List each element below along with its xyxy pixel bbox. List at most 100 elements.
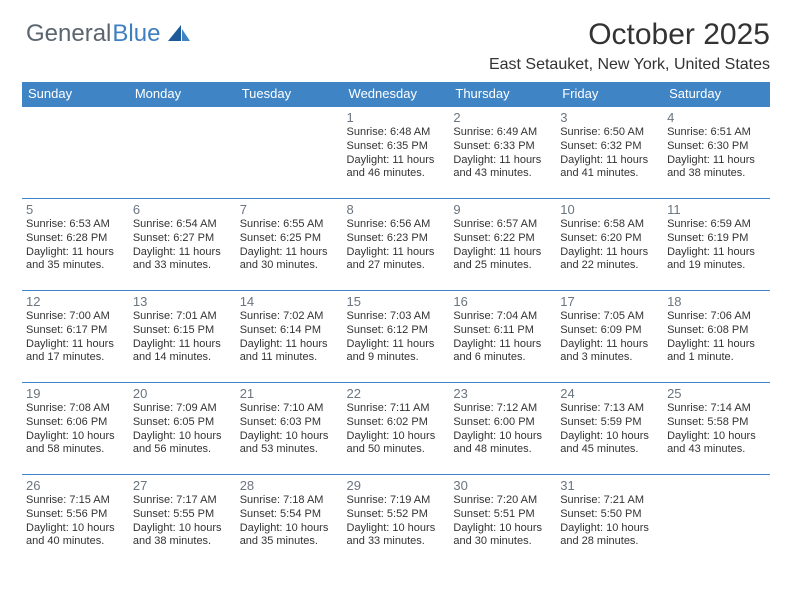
daylight-line: Daylight: 11 hours and 3 minutes. xyxy=(560,338,659,366)
sunrise-line: Sunrise: 6:54 AM xyxy=(133,218,232,232)
calendar-cell: 23Sunrise: 7:12 AMSunset: 6:00 PMDayligh… xyxy=(449,383,556,475)
calendar-cell: 22Sunrise: 7:11 AMSunset: 6:02 PMDayligh… xyxy=(343,383,450,475)
daylight-line: Daylight: 10 hours and 50 minutes. xyxy=(347,430,446,458)
day-number: 18 xyxy=(667,294,766,309)
sunrise-line: Sunrise: 7:03 AM xyxy=(347,310,446,324)
sunrise-line: Sunrise: 6:58 AM xyxy=(560,218,659,232)
day-number: 2 xyxy=(453,110,552,125)
daylight-line: Daylight: 10 hours and 43 minutes. xyxy=(667,430,766,458)
sunset-line: Sunset: 6:08 PM xyxy=(667,324,766,338)
sunset-line: Sunset: 5:59 PM xyxy=(560,416,659,430)
day-number: 4 xyxy=(667,110,766,125)
daylight-line: Daylight: 10 hours and 40 minutes. xyxy=(26,522,125,550)
calendar-cell: 31Sunrise: 7:21 AMSunset: 5:50 PMDayligh… xyxy=(556,475,663,567)
sunrise-line: Sunrise: 7:13 AM xyxy=(560,402,659,416)
calendar-cell: 12Sunrise: 7:00 AMSunset: 6:17 PMDayligh… xyxy=(22,291,129,383)
day-number: 19 xyxy=(26,386,125,401)
sunset-line: Sunset: 6:00 PM xyxy=(453,416,552,430)
daylight-line: Daylight: 10 hours and 35 minutes. xyxy=(240,522,339,550)
sunrise-line: Sunrise: 6:57 AM xyxy=(453,218,552,232)
daylight-line: Daylight: 10 hours and 45 minutes. xyxy=(560,430,659,458)
calendar-page: GeneralBlue October 2025 East Setauket, … xyxy=(0,0,792,612)
calendar-row: 1Sunrise: 6:48 AMSunset: 6:35 PMDaylight… xyxy=(22,107,770,199)
daylight-line: Daylight: 11 hours and 35 minutes. xyxy=(26,246,125,274)
calendar-cell xyxy=(663,475,770,567)
day-number: 27 xyxy=(133,478,232,493)
day-header: Friday xyxy=(556,82,663,107)
daylight-line: Daylight: 11 hours and 43 minutes. xyxy=(453,154,552,182)
day-number: 16 xyxy=(453,294,552,309)
calendar-dayname-row: SundayMondayTuesdayWednesdayThursdayFrid… xyxy=(22,82,770,107)
sunrise-line: Sunrise: 7:04 AM xyxy=(453,310,552,324)
logo-text-1: General xyxy=(26,20,111,48)
logo-text-2: Blue xyxy=(112,20,160,48)
day-number: 20 xyxy=(133,386,232,401)
sunrise-line: Sunrise: 6:59 AM xyxy=(667,218,766,232)
daylight-line: Daylight: 10 hours and 58 minutes. xyxy=(26,430,125,458)
day-number: 5 xyxy=(26,202,125,217)
calendar-cell: 16Sunrise: 7:04 AMSunset: 6:11 PMDayligh… xyxy=(449,291,556,383)
day-number: 14 xyxy=(240,294,339,309)
day-number: 25 xyxy=(667,386,766,401)
calendar-cell: 24Sunrise: 7:13 AMSunset: 5:59 PMDayligh… xyxy=(556,383,663,475)
day-number: 13 xyxy=(133,294,232,309)
sunset-line: Sunset: 6:15 PM xyxy=(133,324,232,338)
sunrise-line: Sunrise: 7:02 AM xyxy=(240,310,339,324)
logo-sail-icon xyxy=(166,23,192,45)
calendar-table: SundayMondayTuesdayWednesdayThursdayFrid… xyxy=(22,82,770,567)
daylight-line: Daylight: 11 hours and 27 minutes. xyxy=(347,246,446,274)
daylight-line: Daylight: 11 hours and 33 minutes. xyxy=(133,246,232,274)
daylight-line: Daylight: 11 hours and 38 minutes. xyxy=(667,154,766,182)
daylight-line: Daylight: 11 hours and 9 minutes. xyxy=(347,338,446,366)
day-number: 7 xyxy=(240,202,339,217)
sunrise-line: Sunrise: 6:48 AM xyxy=(347,126,446,140)
sunset-line: Sunset: 6:20 PM xyxy=(560,232,659,246)
daylight-line: Daylight: 11 hours and 41 minutes. xyxy=(560,154,659,182)
daylight-line: Daylight: 10 hours and 48 minutes. xyxy=(453,430,552,458)
day-number: 11 xyxy=(667,202,766,217)
calendar-cell: 3Sunrise: 6:50 AMSunset: 6:32 PMDaylight… xyxy=(556,107,663,199)
sunrise-line: Sunrise: 7:19 AM xyxy=(347,494,446,508)
day-number: 23 xyxy=(453,386,552,401)
calendar-cell: 15Sunrise: 7:03 AMSunset: 6:12 PMDayligh… xyxy=(343,291,450,383)
sunset-line: Sunset: 6:03 PM xyxy=(240,416,339,430)
sunrise-line: Sunrise: 6:53 AM xyxy=(26,218,125,232)
sunset-line: Sunset: 6:17 PM xyxy=(26,324,125,338)
day-number: 31 xyxy=(560,478,659,493)
sunset-line: Sunset: 6:06 PM xyxy=(26,416,125,430)
calendar-row: 19Sunrise: 7:08 AMSunset: 6:06 PMDayligh… xyxy=(22,383,770,475)
calendar-cell: 17Sunrise: 7:05 AMSunset: 6:09 PMDayligh… xyxy=(556,291,663,383)
sunrise-line: Sunrise: 7:21 AM xyxy=(560,494,659,508)
sunset-line: Sunset: 5:56 PM xyxy=(26,508,125,522)
calendar-body: 1Sunrise: 6:48 AMSunset: 6:35 PMDaylight… xyxy=(22,107,770,567)
sunset-line: Sunset: 6:27 PM xyxy=(133,232,232,246)
sunrise-line: Sunrise: 7:06 AM xyxy=(667,310,766,324)
calendar-cell: 8Sunrise: 6:56 AMSunset: 6:23 PMDaylight… xyxy=(343,199,450,291)
calendar-cell: 7Sunrise: 6:55 AMSunset: 6:25 PMDaylight… xyxy=(236,199,343,291)
calendar-cell: 14Sunrise: 7:02 AMSunset: 6:14 PMDayligh… xyxy=(236,291,343,383)
calendar-cell xyxy=(236,107,343,199)
day-number: 6 xyxy=(133,202,232,217)
sunrise-line: Sunrise: 7:01 AM xyxy=(133,310,232,324)
daylight-line: Daylight: 11 hours and 17 minutes. xyxy=(26,338,125,366)
sunrise-line: Sunrise: 6:56 AM xyxy=(347,218,446,232)
calendar-cell: 6Sunrise: 6:54 AMSunset: 6:27 PMDaylight… xyxy=(129,199,236,291)
sunset-line: Sunset: 6:12 PM xyxy=(347,324,446,338)
daylight-line: Daylight: 11 hours and 11 minutes. xyxy=(240,338,339,366)
calendar-cell: 28Sunrise: 7:18 AMSunset: 5:54 PMDayligh… xyxy=(236,475,343,567)
sunset-line: Sunset: 6:35 PM xyxy=(347,140,446,154)
daylight-line: Daylight: 11 hours and 46 minutes. xyxy=(347,154,446,182)
sunrise-line: Sunrise: 7:08 AM xyxy=(26,402,125,416)
sunset-line: Sunset: 5:54 PM xyxy=(240,508,339,522)
day-number: 10 xyxy=(560,202,659,217)
sunset-line: Sunset: 6:33 PM xyxy=(453,140,552,154)
calendar-cell: 5Sunrise: 6:53 AMSunset: 6:28 PMDaylight… xyxy=(22,199,129,291)
sunrise-line: Sunrise: 7:15 AM xyxy=(26,494,125,508)
sunrise-line: Sunrise: 7:17 AM xyxy=(133,494,232,508)
sunset-line: Sunset: 6:25 PM xyxy=(240,232,339,246)
sunset-line: Sunset: 6:19 PM xyxy=(667,232,766,246)
day-number: 1 xyxy=(347,110,446,125)
calendar-row: 12Sunrise: 7:00 AMSunset: 6:17 PMDayligh… xyxy=(22,291,770,383)
sunrise-line: Sunrise: 6:55 AM xyxy=(240,218,339,232)
sunset-line: Sunset: 6:02 PM xyxy=(347,416,446,430)
